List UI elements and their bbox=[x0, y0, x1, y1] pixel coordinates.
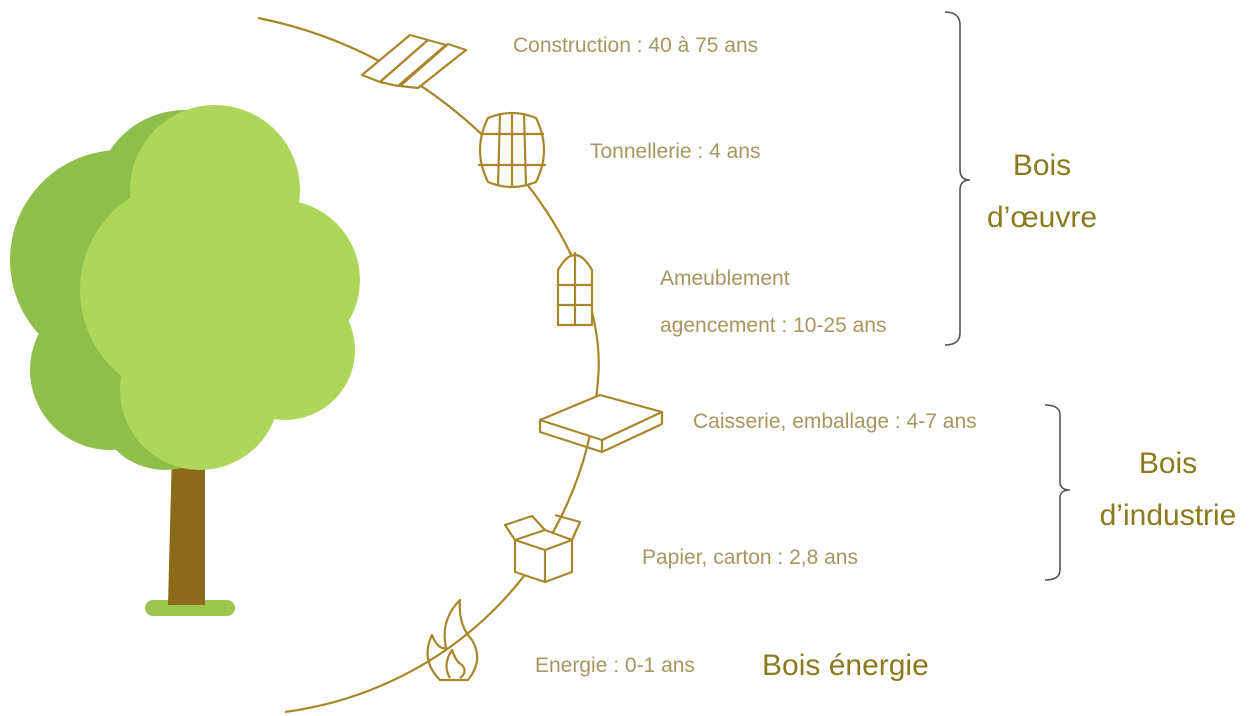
barrel-icon bbox=[478, 112, 546, 188]
group-label: Bois bbox=[1013, 149, 1071, 182]
planks-icon bbox=[362, 35, 466, 88]
bracket bbox=[1045, 405, 1070, 580]
item-label: Ameublement bbox=[660, 267, 790, 290]
bracket bbox=[945, 12, 970, 345]
item-label: Energie : 0-1 ans bbox=[535, 654, 695, 677]
group-label: d’industrie bbox=[1100, 499, 1237, 532]
group-label: Bois énergie bbox=[762, 649, 929, 682]
tree bbox=[10, 105, 360, 616]
item-label: Papier, carton : 2,8 ans bbox=[642, 546, 858, 569]
box-icon bbox=[505, 515, 580, 582]
item-label: Caisserie, emballage : 4-7 ans bbox=[693, 410, 977, 433]
group-label: d’œuvre bbox=[987, 201, 1097, 234]
item-label: Construction : 40 à 75 ans bbox=[513, 34, 758, 57]
item-label: agencement : 10-25 ans bbox=[660, 314, 887, 337]
diagram: Construction : 40 à 75 ans Tonnellerie :… bbox=[0, 0, 1258, 716]
item-label: Tonnellerie : 4 ans bbox=[590, 140, 760, 163]
pallet-icon bbox=[540, 395, 662, 452]
window-icon bbox=[558, 252, 592, 325]
group-label: Bois bbox=[1139, 447, 1197, 480]
flame-icon bbox=[428, 600, 478, 680]
